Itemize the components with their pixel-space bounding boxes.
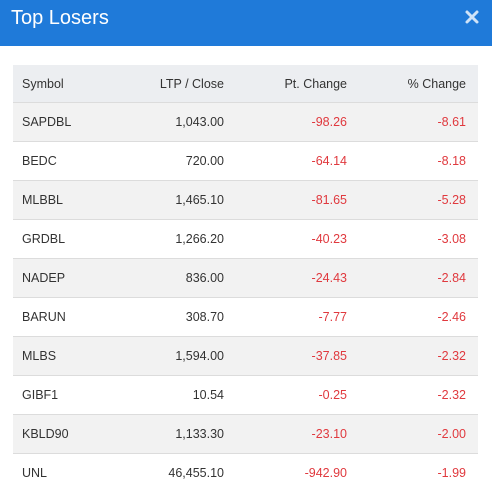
cell-pct-change: -2.46 — [347, 297, 478, 337]
cell-pt-change: -40.23 — [224, 219, 347, 259]
cell-pt-change: -81.65 — [224, 180, 347, 220]
cell-pct-change: -2.32 — [347, 375, 478, 415]
cell-pt-change: -7.77 — [224, 297, 347, 337]
cell-pt-change: -942.90 — [224, 453, 347, 487]
cell-symbol[interactable]: BEDC — [13, 141, 123, 181]
cell-symbol[interactable]: KBLD90 — [13, 414, 123, 454]
table-row[interactable]: NADEP 836.00 -24.43 -2.84 — [13, 258, 478, 298]
cell-symbol[interactable]: MLBS — [13, 336, 123, 376]
cell-pt-change: -23.10 — [224, 414, 347, 454]
cell-ltp-close: 10.54 — [123, 375, 224, 415]
table-header-row: Symbol LTP / Close Pt. Change % Change — [13, 65, 478, 103]
cell-symbol[interactable]: BARUN — [13, 297, 123, 337]
cell-ltp-close: 720.00 — [123, 141, 224, 181]
cell-pct-change: -1.99 — [347, 453, 478, 487]
table-row[interactable]: MLBBL 1,465.10 -81.65 -5.28 — [13, 180, 478, 220]
table-row[interactable]: GIBF1 10.54 -0.25 -2.32 — [13, 375, 478, 415]
losers-table-container: Symbol LTP / Close Pt. Change % Change S… — [13, 65, 478, 487]
cell-pt-change: -0.25 — [224, 375, 347, 415]
cell-ltp-close: 46,455.10 — [123, 453, 224, 487]
cell-pt-change: -24.43 — [224, 258, 347, 298]
cell-ltp-close: 836.00 — [123, 258, 224, 298]
table-row[interactable]: BARUN 308.70 -7.77 -2.46 — [13, 297, 478, 337]
header-ltp-close[interactable]: LTP / Close — [123, 65, 224, 103]
cell-symbol[interactable]: MLBBL — [13, 180, 123, 220]
cell-pct-change: -3.08 — [347, 219, 478, 259]
cell-pct-change: -8.18 — [347, 141, 478, 181]
cell-pct-change: -5.28 — [347, 180, 478, 220]
cell-symbol[interactable]: GRDBL — [13, 219, 123, 259]
cell-pct-change: -2.84 — [347, 258, 478, 298]
cell-ltp-close: 1,043.00 — [123, 102, 224, 142]
header-pct-change[interactable]: % Change — [347, 65, 478, 103]
cell-pct-change: -2.32 — [347, 336, 478, 376]
table-row[interactable]: GRDBL 1,266.20 -40.23 -3.08 — [13, 219, 478, 259]
modal-header: Top Losers — [0, 0, 492, 46]
close-icon[interactable] — [464, 9, 480, 25]
losers-table: Symbol LTP / Close Pt. Change % Change S… — [13, 65, 478, 487]
table-row[interactable]: BEDC 720.00 -64.14 -8.18 — [13, 141, 478, 181]
cell-ltp-close: 1,594.00 — [123, 336, 224, 376]
cell-ltp-close: 1,465.10 — [123, 180, 224, 220]
cell-pt-change: -64.14 — [224, 141, 347, 181]
header-symbol[interactable]: Symbol — [13, 65, 123, 103]
cell-ltp-close: 1,133.30 — [123, 414, 224, 454]
table-row[interactable]: KBLD90 1,133.30 -23.10 -2.00 — [13, 414, 478, 454]
cell-ltp-close: 1,266.20 — [123, 219, 224, 259]
cell-symbol[interactable]: UNL — [13, 453, 123, 487]
cell-ltp-close: 308.70 — [123, 297, 224, 337]
cell-pt-change: -98.26 — [224, 102, 347, 142]
table-row[interactable]: UNL 46,455.10 -942.90 -1.99 — [13, 453, 478, 487]
table-row[interactable]: SAPDBL 1,043.00 -98.26 -8.61 — [13, 102, 478, 142]
cell-symbol[interactable]: GIBF1 — [13, 375, 123, 415]
header-pt-change[interactable]: Pt. Change — [224, 65, 347, 103]
cell-symbol[interactable]: SAPDBL — [13, 102, 123, 142]
cell-pct-change: -2.00 — [347, 414, 478, 454]
cell-pct-change: -8.61 — [347, 102, 478, 142]
cell-pt-change: -37.85 — [224, 336, 347, 376]
cell-symbol[interactable]: NADEP — [13, 258, 123, 298]
table-row[interactable]: MLBS 1,594.00 -37.85 -2.32 — [13, 336, 478, 376]
modal-title: Top Losers — [11, 7, 109, 29]
